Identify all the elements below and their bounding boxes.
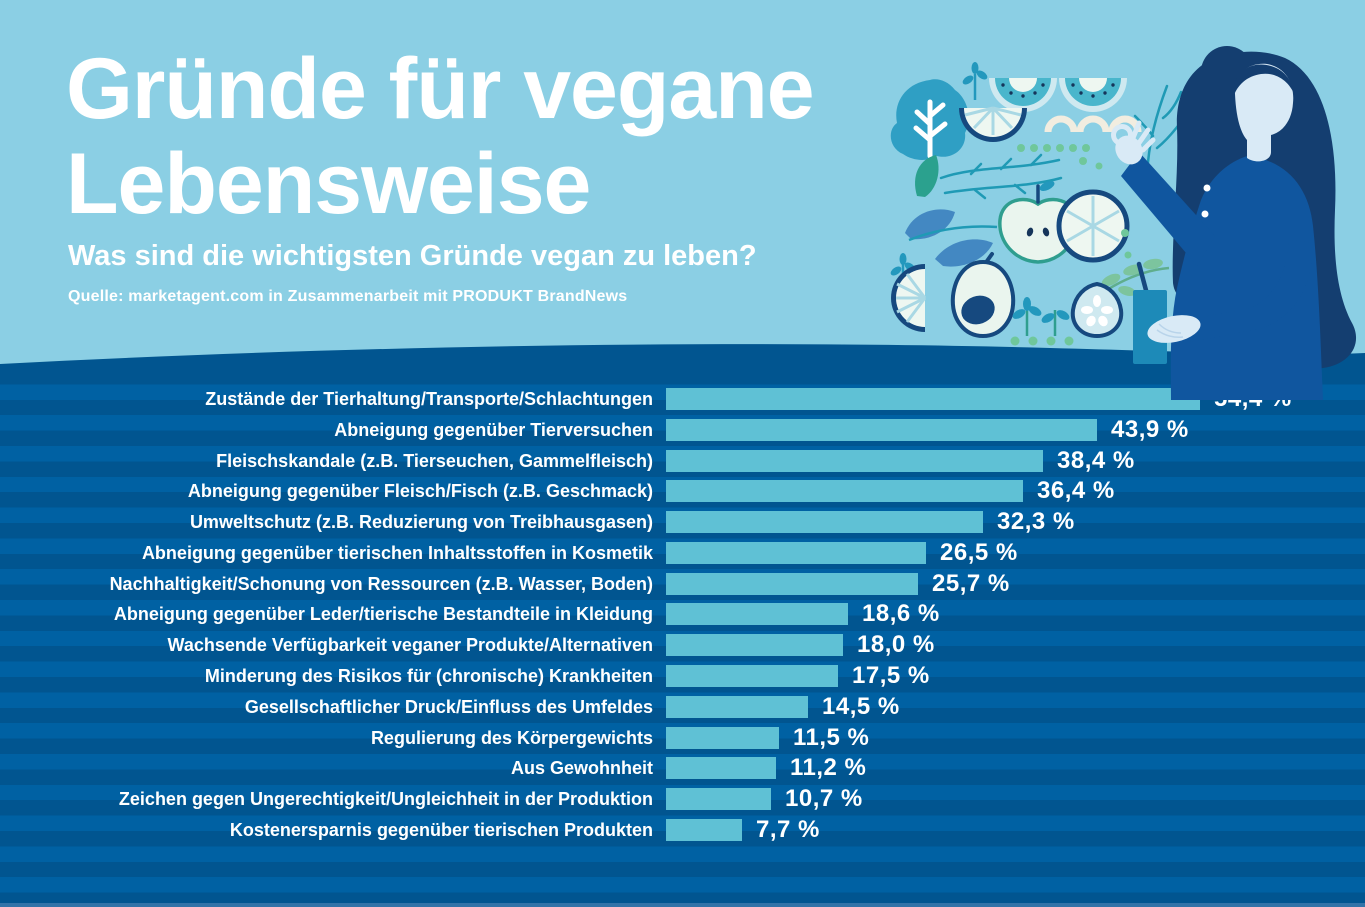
bar xyxy=(666,819,742,841)
bar-value: 38,4 % xyxy=(1057,447,1135,474)
dress xyxy=(1170,156,1323,400)
bar-label: Wachsende Verfügbarkeit veganer Produkte… xyxy=(167,635,653,655)
kiwi-icon xyxy=(1059,78,1127,112)
dots-decor xyxy=(1079,157,1132,259)
apple-icon xyxy=(998,181,1078,264)
bar-label: Abneigung gegenüber Fleisch/Fisch (z.B. … xyxy=(187,481,653,501)
bar-label: Gesellschaftlicher Druck/Einfluss des Um… xyxy=(244,697,653,717)
bar xyxy=(666,788,771,810)
bar xyxy=(666,727,779,749)
bar-value: 18,0 % xyxy=(857,631,935,658)
button-dot xyxy=(1203,184,1211,192)
bar-value: 11,2 % xyxy=(790,754,867,781)
bar-label: Abneigung gegenüber Leder/tierische Best… xyxy=(113,604,653,624)
chart-row: Fleischskandale (z.B. Tierseuchen, Gamme… xyxy=(0,447,1365,474)
bar-value: 26,5 % xyxy=(940,539,1018,566)
avocado-icon xyxy=(950,252,1016,339)
arm-raised xyxy=(1121,152,1215,266)
bar xyxy=(666,542,926,564)
bar-value: 25,7 % xyxy=(932,570,1010,597)
hair-fringe xyxy=(1232,64,1295,98)
chart-row: Minderung des Risikos für (chronische) K… xyxy=(0,662,1365,689)
chart-row: Umweltschutz (z.B. Reduzierung von Treib… xyxy=(0,508,1365,535)
chart-row: Wachsende Verfügbarkeit veganer Produkte… xyxy=(0,631,1365,658)
bar-value: 11,5 % xyxy=(793,724,870,751)
bar-label: Minderung des Risikos für (chronische) K… xyxy=(204,666,653,686)
bar xyxy=(666,511,983,533)
bar-value: 36,4 % xyxy=(1037,477,1115,504)
bar xyxy=(666,757,776,779)
page-title-line2: Lebensweise xyxy=(66,136,591,232)
woman-figure xyxy=(1111,46,1357,400)
hand-on-glass xyxy=(1147,315,1201,343)
bar-label: Kostenersparnis gegenüber tierischen Pro… xyxy=(229,820,653,840)
bar-label: Zustände der Tierhaltung/Transporte/Schl… xyxy=(205,389,653,409)
subtitle: Was sind die wichtigsten Gründe vegan zu… xyxy=(68,240,757,272)
bar-value: 32,3 % xyxy=(997,508,1075,535)
bar xyxy=(666,573,918,595)
face xyxy=(1234,63,1294,162)
bar-value: 17,5 % xyxy=(852,662,930,689)
citrus-half-icon xyxy=(891,264,927,332)
bar xyxy=(666,450,1043,472)
branch-icon xyxy=(939,153,1063,200)
lemon-slice-icon xyxy=(1056,189,1130,263)
bar xyxy=(666,634,843,656)
bar-label: Nachhaltigkeit/Schonung von Ressourcen (… xyxy=(109,574,653,594)
ok-hand xyxy=(1111,120,1156,165)
chart-row: Regulierung des Körpergewichts 11,5 % xyxy=(0,724,1365,751)
kiwi-icon xyxy=(989,78,1057,112)
bar xyxy=(666,603,848,625)
pear-slice-icon xyxy=(1070,281,1124,339)
bar xyxy=(666,480,1023,502)
chart-row: Nachhaltigkeit/Schonung von Ressourcen (… xyxy=(0,570,1365,597)
chart-row: Abneigung gegenüber Fleisch/Fisch (z.B. … xyxy=(0,477,1365,504)
kale-icon xyxy=(890,79,969,160)
page-title: Gründe für vegane Lebensweise xyxy=(66,41,815,232)
dots-decor xyxy=(1010,336,1074,346)
chart-row: Gesellschaftlicher Druck/Einfluss des Um… xyxy=(0,693,1365,720)
bar-value: 10,7 % xyxy=(785,785,863,812)
leaf-icon xyxy=(915,155,939,197)
source-credit: Quelle: marketagent.com in Zusammenarbei… xyxy=(68,288,628,305)
dots-decor xyxy=(1017,144,1090,152)
bar xyxy=(666,388,1200,410)
bar-value: 7,7 % xyxy=(756,816,820,843)
bar-label: Zeichen gegen Ungerechtigkeit/Ungleichhe… xyxy=(118,789,653,809)
chart-row: Aus Gewohnheit 11,2 % xyxy=(0,754,1365,781)
chart-row: Abneigung gegenüber Tierversuchen 43,9 % xyxy=(0,416,1365,443)
sprig-icon xyxy=(1012,297,1070,336)
chart-row: Abneigung gegenüber tierischen Inhaltsst… xyxy=(0,539,1365,566)
bar xyxy=(666,696,808,718)
chart-row: Abneigung gegenüber Leder/tierische Best… xyxy=(0,600,1365,627)
bar-label: Fleischskandale (z.B. Tierseuchen, Gamme… xyxy=(216,451,653,471)
bar-label: Umweltschutz (z.B. Reduzierung von Treib… xyxy=(189,512,653,532)
leaves-icon xyxy=(905,209,998,267)
sprig-icon xyxy=(962,62,988,100)
chart-row: Zeichen gegen Ungerechtigkeit/Ungleichhe… xyxy=(0,785,1365,812)
arm-lower xyxy=(1186,240,1313,342)
wave-divider xyxy=(0,344,1365,370)
bar-label: Regulierung des Körpergewichts xyxy=(370,728,653,748)
smoothie-glass xyxy=(1133,261,1167,364)
bar-label: Abneigung gegenüber Tierversuchen xyxy=(334,420,653,440)
bar xyxy=(666,665,838,687)
vegan-illustration xyxy=(890,46,1357,400)
bar xyxy=(666,419,1097,441)
bar-value: 14,5 % xyxy=(822,693,900,720)
bar-chart: Zustände der Tierhaltung/Transporte/Schl… xyxy=(0,385,1365,868)
bottom-accent-line xyxy=(0,903,1365,907)
bar-value: 43,9 % xyxy=(1111,416,1189,443)
page-title-line1: Gründe für vegane xyxy=(66,41,815,137)
bar-value: 18,6 % xyxy=(862,600,940,627)
chart-row: Kostenersparnis gegenüber tierischen Pro… xyxy=(0,816,1365,843)
button-dot xyxy=(1201,210,1209,218)
bar-label: Aus Gewohnheit xyxy=(510,758,653,778)
bar-label: Abneigung gegenüber tierischen Inhaltsst… xyxy=(141,543,653,563)
lime-slice-icon xyxy=(959,106,1027,142)
